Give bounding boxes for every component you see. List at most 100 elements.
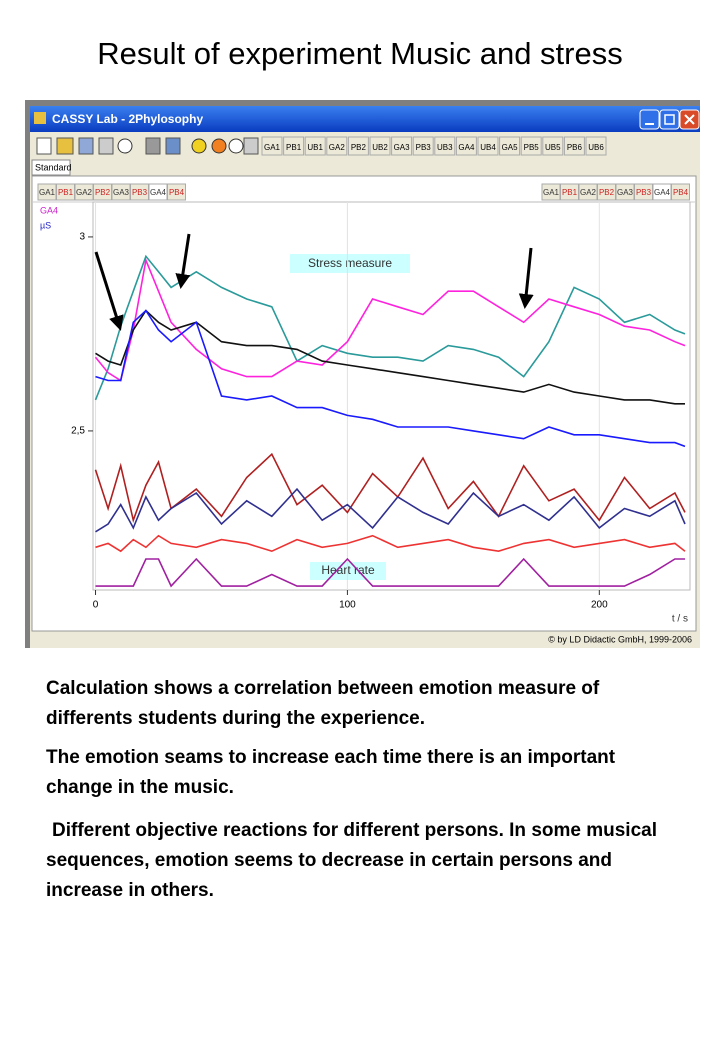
tab[interactable] (31, 159, 71, 176)
channel-label: UB3 (437, 143, 453, 152)
tool-icon[interactable] (145, 137, 161, 155)
channel-tab-label: GA4 (654, 188, 671, 197)
help-icon[interactable] (191, 138, 207, 154)
title-bar (30, 106, 700, 132)
channel-label: UB1 (307, 143, 323, 152)
channel-label: PB2 (351, 143, 367, 152)
channel-button[interactable] (477, 136, 499, 156)
channel-label: PB1 (286, 143, 302, 152)
channel-tab-label: PB1 (562, 188, 578, 197)
channel-label: GA5 (502, 143, 519, 152)
channel-tab-label: PB2 (599, 188, 615, 197)
annotation-box (290, 254, 410, 273)
save-icon[interactable] (78, 137, 94, 155)
series-line (95, 557, 685, 588)
annotation: Stress measure (308, 256, 392, 270)
channel-button[interactable] (563, 136, 585, 156)
series-line (95, 487, 686, 533)
channel-tab-label: PB3 (636, 188, 652, 197)
channel-label: GA3 (394, 143, 411, 152)
print-icon[interactable] (98, 137, 114, 155)
channel-button[interactable] (391, 136, 413, 156)
open-icon[interactable] (56, 137, 74, 155)
series-line (95, 309, 685, 405)
channel-label: UB6 (588, 143, 604, 152)
channel-tab-label: GA1 (543, 188, 560, 197)
channel-button[interactable] (520, 136, 542, 156)
slide-title: Result of experiment Music and stress (97, 36, 623, 71)
app-icon (34, 112, 46, 124)
new-icon[interactable] (36, 137, 52, 155)
channel-button[interactable] (434, 136, 456, 156)
maximize-button[interactable] (659, 109, 680, 130)
channel-tab-label: PB4 (169, 188, 185, 197)
y-tick-label: 2,5 (71, 426, 85, 437)
toolbar: GA1 PB1 UB1 GA2 PB2 UB2 GA3 PB3 UB3 GA4 UB4 GA5 PB5 U… (36, 136, 607, 156)
measure-icon[interactable] (243, 137, 259, 155)
channel-button[interactable] (585, 136, 607, 156)
x-tick-label: 200 (591, 600, 608, 611)
channel-button[interactable] (499, 136, 521, 156)
channel-tab-label: PB4 (673, 188, 689, 197)
arrow (518, 247, 534, 309)
channel-label: GA1 (264, 143, 281, 152)
y-label: GA4 (40, 205, 58, 215)
channel-button[interactable] (412, 136, 434, 156)
channel-button[interactable] (347, 136, 369, 156)
series-line (94, 254, 686, 401)
series-line (95, 534, 686, 553)
paragraph: Different objective reactions for differ… (46, 820, 657, 901)
channel-label: GA2 (329, 143, 346, 152)
footer: © by LD Didactic GmbH, 1999-2006 (548, 634, 692, 644)
minimize-button[interactable] (639, 109, 660, 130)
x-tick-label: 100 (339, 600, 356, 611)
channel-label: PB3 (416, 143, 432, 152)
channel-tab-label: PB2 (95, 188, 111, 197)
channel-label: GA4 (458, 143, 475, 152)
channel-tab-label: GA4 (150, 188, 167, 197)
series-line (94, 257, 686, 382)
channel-label: PB6 (567, 143, 583, 152)
tab-label: Standard (35, 162, 72, 172)
channel-button[interactable] (283, 136, 305, 156)
tip-icon[interactable] (211, 138, 227, 154)
x-tick-label: 0 (93, 600, 99, 611)
paragraph: The emotion seams to increase each time … (46, 747, 616, 798)
channel-label: UB5 (545, 143, 561, 152)
x-label: t / s (672, 614, 688, 625)
channel-tab-label: PB3 (132, 188, 148, 197)
channel-label: UB4 (480, 143, 496, 152)
channel-button[interactable] (304, 136, 326, 156)
channel-tab-label: PB1 (58, 188, 74, 197)
y-unit: µS (40, 220, 51, 230)
channel-button[interactable] (261, 136, 283, 156)
channel-button[interactable] (326, 136, 348, 156)
arrow (94, 251, 124, 331)
channel-tab-label: GA2 (76, 188, 93, 197)
annotation-box (310, 562, 386, 580)
channel-tab-label: GA3 (617, 188, 634, 197)
plot: 3 2,5 0 100 200 (71, 202, 686, 611)
channel-label: PB5 (524, 143, 540, 152)
status-bar (30, 632, 700, 648)
paragraph: Calculation shows a correlation between … (46, 678, 600, 729)
channel-button[interactable] (369, 136, 391, 156)
channel-button[interactable] (542, 136, 564, 156)
annotation: Heart rate (321, 563, 375, 577)
window-title: CASSY Lab - 2Phylosophy (52, 112, 203, 126)
y-tick-label: 3 (79, 232, 85, 243)
channel-tab-label: GA1 (39, 188, 56, 197)
channel-tab[interactable] (671, 183, 690, 201)
channel-tab-label: GA3 (113, 188, 130, 197)
arrow (175, 233, 191, 289)
channel-label: UB2 (372, 143, 388, 152)
channel-button[interactable] (455, 136, 477, 156)
series-line (95, 309, 686, 448)
clock-icon[interactable] (117, 138, 133, 154)
about-icon[interactable] (228, 138, 244, 154)
window-icon[interactable] (165, 137, 181, 155)
channel-tab[interactable] (167, 183, 186, 201)
series-line (94, 452, 686, 524)
